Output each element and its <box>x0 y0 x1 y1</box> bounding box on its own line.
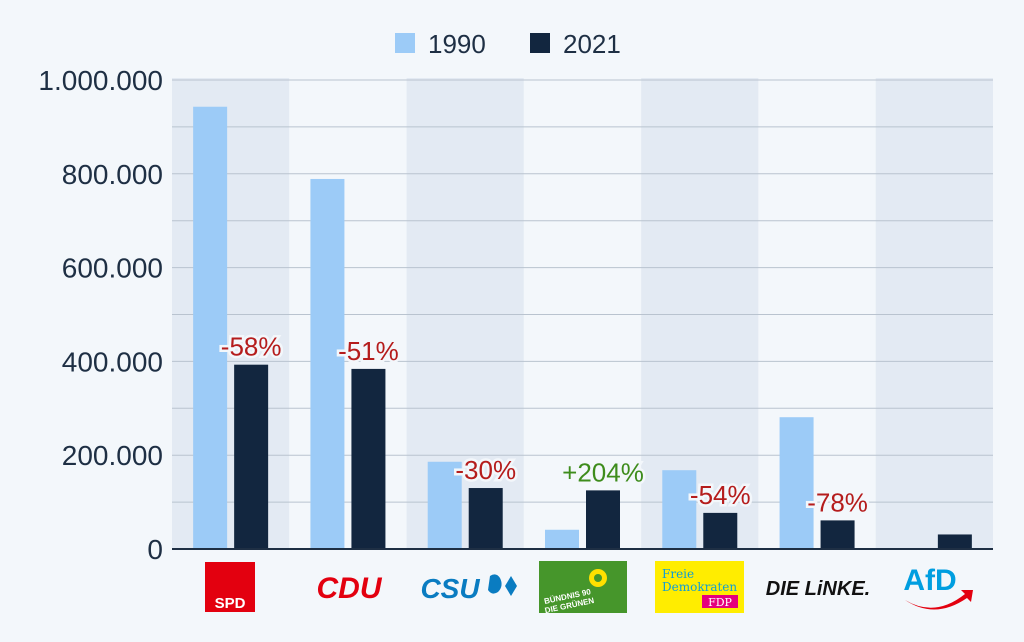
category-band <box>172 78 290 549</box>
bar-1990 <box>662 470 697 549</box>
legend-label-2021: 2021 <box>563 29 621 59</box>
csu-rhombus-icon <box>505 576 517 596</box>
change-label: -51% <box>338 336 399 366</box>
bar-2021 <box>351 368 386 549</box>
cdu-logo: CDU <box>317 572 383 605</box>
spd-logo: SPD <box>205 562 255 612</box>
category-band <box>289 78 407 549</box>
change-label: +204% <box>562 457 644 487</box>
linke-logo: DIE LiNKE. <box>766 578 870 600</box>
bar-1990 <box>193 106 228 549</box>
bar-2021 <box>703 512 738 549</box>
bar-1990 <box>779 417 814 549</box>
legend-swatch-2021 <box>530 33 550 53</box>
afd-logo: AfD <box>903 564 973 610</box>
y-tick-label: 0 <box>147 534 163 565</box>
y-tick-label: 400.000 <box>62 346 163 377</box>
bar-1990 <box>427 461 462 549</box>
fdp-logo-text-1: Freie <box>662 567 694 581</box>
bar-2021 <box>468 488 503 549</box>
legend-swatch-1990 <box>395 33 415 53</box>
category-band <box>758 78 876 549</box>
bar-2021 <box>234 364 269 549</box>
y-axis-ticks: 0 200.000 400.000 600.000 800.000 1.000.000 <box>38 65 163 565</box>
bar-2021 <box>820 520 855 549</box>
afd-arrow-icon <box>905 590 973 610</box>
y-tick-label: 600.000 <box>62 253 163 284</box>
party-logos: SPD CDU CSU BÜNDNIS 90 DIE GRÜNEN Freie … <box>205 561 973 615</box>
spd-logo-text: SPD <box>215 595 246 612</box>
legend-label-1990: 1990 <box>428 29 486 59</box>
category-band <box>875 78 993 549</box>
bar-1990 <box>310 178 345 550</box>
category-band <box>406 78 524 549</box>
category-band <box>641 78 759 549</box>
change-label: -30% <box>455 455 516 485</box>
fdp-logo-text-3: FDP <box>708 596 732 609</box>
linke-logo-text: DIE LiNKE. <box>766 578 870 600</box>
change-label: -54% <box>690 480 751 510</box>
change-label: -58% <box>221 332 282 362</box>
category-bands <box>172 78 993 549</box>
gruene-logo: BÜNDNIS 90 DIE GRÜNEN <box>539 561 627 615</box>
legend: 1990 2021 <box>395 29 621 59</box>
bar-1990 <box>545 529 579 549</box>
bar-2021 <box>937 534 972 549</box>
fdp-logo: Freie Demokraten FDP <box>655 561 744 613</box>
change-label: -78% <box>807 487 868 517</box>
csu-logo-text: CSU <box>420 573 480 604</box>
bars <box>193 106 972 550</box>
gridlines <box>172 79 993 503</box>
y-tick-label: 800.000 <box>62 159 163 190</box>
csu-logo: CSU <box>420 573 517 604</box>
y-tick-label: 200.000 <box>62 440 163 471</box>
csu-lion-icon <box>488 574 502 594</box>
bar-2021 <box>586 490 620 549</box>
afd-logo-text: AfD <box>903 564 956 597</box>
y-tick-label: 1.000.000 <box>38 65 163 96</box>
cdu-logo-text: CDU <box>317 572 383 605</box>
category-band <box>523 78 642 549</box>
sunflower-center-icon <box>594 574 602 582</box>
fdp-logo-text-2: Demokraten <box>662 580 737 594</box>
change-labels: -58% -51% -30% +204% -54% -78% <box>218 329 870 520</box>
